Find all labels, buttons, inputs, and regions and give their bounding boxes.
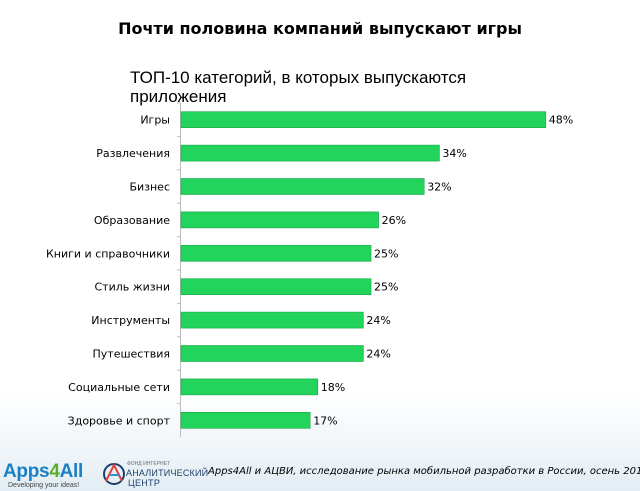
value-labels: 48% 34% 32% 26% 25% 25% 24% 24% 18% 17% xyxy=(313,114,573,428)
bar-5 xyxy=(180,245,372,262)
acvi-logo-caption: ФОНД ИНТЕРНЕТ xyxy=(127,461,171,467)
slide-title: Почти половина компаний выпускают игры xyxy=(118,19,522,38)
footer: Apps4All Developing your ideas! ФОНД ИНТ… xyxy=(0,455,640,491)
value-label: 26% xyxy=(382,214,406,227)
category-label: Социальные сети xyxy=(68,381,170,394)
apps4all-logo: Apps4All xyxy=(3,461,83,483)
category-labels: Игры Развлечения Бизнес Образование Книги и … xyxy=(46,114,171,428)
bar-7 xyxy=(180,311,364,329)
value-label: 25% xyxy=(374,247,398,260)
logo-part-4: 4 xyxy=(49,461,60,482)
chart-title: ТОП-10 категорий, в которых выпускаются … xyxy=(130,68,467,106)
value-label: 18% xyxy=(321,381,345,394)
category-label: Путешествия xyxy=(93,348,171,361)
category-ticks xyxy=(177,102,181,405)
category-label: Бизнес xyxy=(129,181,170,194)
bar-3 xyxy=(180,178,425,195)
category-label: Стиль жизни xyxy=(95,281,171,294)
value-label: 48% xyxy=(549,114,573,127)
bar-chart: Игры Развлечения Бизнес Образование Книги и … xyxy=(46,102,573,437)
bar-10 xyxy=(180,411,311,429)
bar-1 xyxy=(180,111,547,128)
bar-4 xyxy=(180,211,379,229)
logo-part-apps: Apps xyxy=(3,461,50,482)
value-label: 25% xyxy=(374,281,398,294)
acvi-logo: ФОНД ИНТЕРНЕТ АНАЛИТИЧЕСКИЙ ЦЕНТР xyxy=(102,459,208,489)
category-label: Образование xyxy=(94,214,170,227)
bar-2 xyxy=(180,144,440,162)
bars xyxy=(180,111,547,429)
category-label: Развлечения xyxy=(96,147,170,160)
source-citation: Apps4All и АЦВИ, исследование рынка моби… xyxy=(208,466,640,477)
acvi-emblem-icon xyxy=(103,462,125,485)
value-label: 32% xyxy=(427,181,451,194)
value-label: 17% xyxy=(313,414,337,427)
bar-6 xyxy=(180,278,372,296)
bar-8 xyxy=(180,345,364,362)
apps4all-slogan: Developing your ideas! xyxy=(8,482,80,489)
bar-9 xyxy=(180,378,319,396)
value-label: 24% xyxy=(366,314,390,327)
value-label: 34% xyxy=(442,147,466,160)
acvi-logo-line1: АНАЛИТИЧЕСКИЙ xyxy=(126,468,209,478)
category-label: Инструменты xyxy=(91,314,170,327)
acvi-logo-line2: ЦЕНТР xyxy=(128,478,161,488)
category-label: Здоровье и спорт xyxy=(68,414,171,427)
value-label: 24% xyxy=(366,348,390,361)
logo-part-all: All xyxy=(59,461,84,482)
category-label: Игры xyxy=(140,114,170,127)
category-label: Книги и справочники xyxy=(46,247,170,260)
